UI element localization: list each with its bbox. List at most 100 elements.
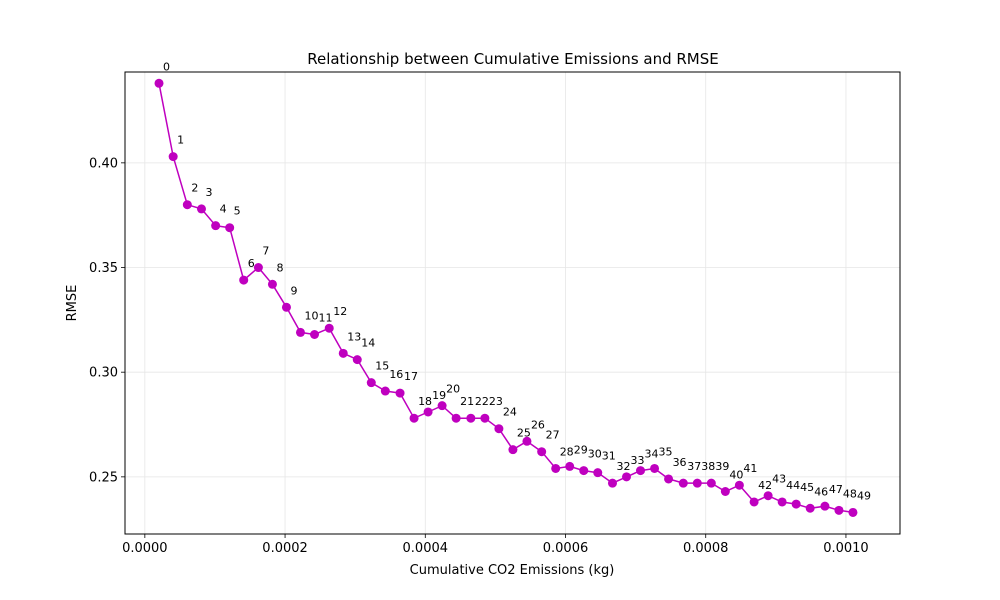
data-point-label: 49 [857, 489, 871, 502]
data-point [182, 200, 192, 210]
data-point-label: 24 [503, 406, 517, 419]
data-point-label: 5 [234, 205, 241, 218]
axis-ticks: 0.0000 0.0002 0.0004 0.0006 0.0008 0.0010 0.25… [89, 156, 869, 556]
data-point [211, 221, 221, 231]
data-point [734, 480, 744, 490]
data-point [834, 505, 844, 515]
data-point-label: 16 [389, 368, 403, 381]
data-point [522, 436, 532, 446]
data-point-label: 11 [319, 312, 333, 325]
data-point-label: 7 [262, 245, 269, 258]
data-point [791, 499, 801, 509]
data-point [295, 327, 305, 337]
data-point-label: 27 [546, 429, 560, 442]
data-point [664, 474, 674, 484]
data-point [805, 503, 815, 513]
data-point-label: 20 [446, 383, 460, 396]
data-point [494, 424, 504, 434]
data-point [239, 275, 249, 285]
data-point-label: 13 [347, 330, 361, 343]
data-point [437, 401, 447, 411]
data-point [451, 413, 461, 423]
data-point-label: 34 [645, 448, 659, 461]
x-tick-label: 0.0010 [823, 541, 869, 556]
data-point [777, 497, 787, 507]
data-point [310, 330, 320, 340]
data-point [820, 501, 830, 511]
data-point-label: 46 [814, 485, 828, 498]
data-point-label: 14 [361, 337, 375, 350]
data-point-label: 12 [333, 305, 347, 318]
data-point-label: 8 [276, 261, 283, 274]
data-point [537, 447, 547, 457]
x-tick-label: 0.0002 [262, 541, 308, 556]
data-point-label: 33 [630, 454, 644, 467]
data-point-label: 18 [418, 395, 432, 408]
x-axis-label: Cumulative CO2 Emissions (kg) [410, 563, 615, 578]
x-tick-label: 0.0000 [122, 541, 168, 556]
y-tick-label: 0.25 [89, 470, 118, 485]
data-point [565, 461, 575, 471]
data-point-label: 0 [163, 60, 170, 73]
x-tick-label: 0.0006 [543, 541, 589, 556]
data-point [366, 378, 376, 388]
data-point [551, 463, 561, 473]
data-point [848, 507, 858, 517]
chart-title: Relationship between Cumulative Emission… [307, 50, 719, 68]
series-points [154, 78, 858, 517]
data-point [154, 78, 164, 88]
data-point-label: 1 [177, 134, 184, 147]
data-point [466, 413, 476, 423]
data-point [593, 468, 603, 478]
x-tick-label: 0.0008 [683, 541, 729, 556]
data-point [395, 388, 405, 398]
data-point [720, 487, 730, 497]
data-point-label: 26 [531, 418, 545, 431]
data-point-label: 10 [304, 309, 318, 322]
y-tick-label: 0.30 [89, 366, 118, 381]
data-point [621, 472, 631, 482]
data-point [678, 478, 688, 488]
data-point-label: 41 [743, 462, 757, 475]
data-point-label: 35 [659, 445, 673, 458]
data-point [338, 348, 348, 358]
data-point [692, 478, 702, 488]
y-tick-label: 0.35 [89, 261, 118, 276]
data-point-label: 45 [800, 481, 814, 494]
data-point-label: 6 [248, 257, 255, 270]
y-axis-label: RMSE [65, 285, 80, 322]
data-point [267, 279, 277, 289]
data-point [508, 445, 518, 455]
data-point-label: 2 [191, 182, 198, 195]
data-point [225, 223, 235, 233]
y-tick-label: 0.40 [89, 156, 118, 171]
data-point [650, 463, 660, 473]
data-point [423, 407, 433, 417]
x-tick-label: 0.0004 [403, 541, 449, 556]
data-point [253, 263, 263, 273]
data-point-label: 42 [758, 479, 772, 492]
data-point [196, 204, 206, 214]
data-point-label: 31 [602, 450, 616, 463]
data-point-label: 15 [375, 360, 389, 373]
data-point-label: 23 [489, 395, 503, 408]
data-point-label: 30 [588, 448, 602, 461]
data-point-label: 32 [616, 460, 630, 473]
plot-area [124, 71, 901, 535]
grid [125, 72, 900, 534]
data-point-label: 17 [404, 370, 418, 383]
data-point-label: 48 [843, 487, 857, 500]
data-point [579, 466, 589, 476]
data-point-label: 43 [772, 473, 786, 486]
data-point [763, 491, 773, 501]
data-point [168, 152, 178, 162]
data-point-label: 28 [560, 445, 574, 458]
data-point-label: 29 [574, 443, 588, 456]
data-point [749, 497, 759, 507]
data-point [380, 386, 390, 396]
data-point-label: 4 [220, 203, 227, 216]
data-point [706, 478, 716, 488]
data-point-label: 47 [829, 483, 843, 496]
